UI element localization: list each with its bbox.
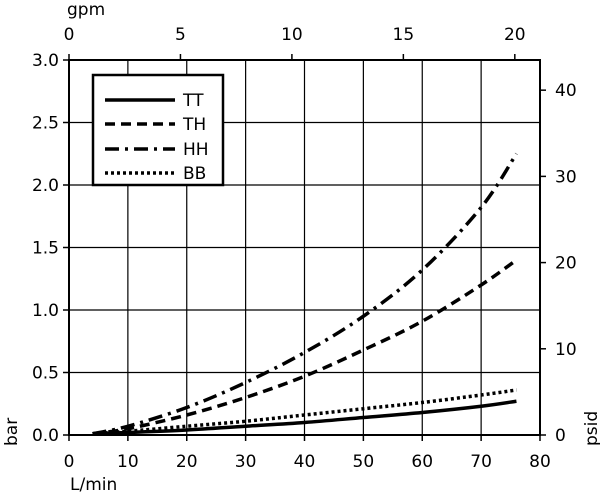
x-top-tick-label: 5 <box>175 25 186 45</box>
legend-box <box>91 73 225 187</box>
x-top-tick-label: 15 <box>393 25 415 45</box>
y-left-tick-label: 0.0 <box>32 426 59 446</box>
y-left-tick-label: 0.5 <box>32 364 59 384</box>
x-bottom-tick-label: 30 <box>235 452 257 472</box>
y-left-tick-label: 1.0 <box>32 301 59 321</box>
x-bottom-tick-label: 20 <box>176 452 198 472</box>
legend-label-hh: HH <box>183 140 209 160</box>
x-bottom-axis-label: L/min <box>70 475 117 495</box>
series-line-tt <box>92 399 517 436</box>
y-right-axis-label: psid <box>582 411 600 446</box>
series-line-bb <box>92 388 517 436</box>
legend-label-bb: BB <box>183 164 206 184</box>
y-left-axis-label: bar <box>2 418 22 446</box>
x-bottom-tick-label: 50 <box>353 452 375 472</box>
x-bottom-tick-label: 70 <box>470 452 492 472</box>
x-bottom-tick-label: 40 <box>294 452 316 472</box>
y-left-tick-label: 3.0 <box>32 51 59 71</box>
legend-label-th: TH <box>182 115 206 135</box>
x-top-tick-label: 10 <box>281 25 303 45</box>
y-right-tick-label: 20 <box>555 254 577 274</box>
x-top-axis-label: gpm <box>67 0 105 20</box>
x-bottom-tick-label: 80 <box>529 452 551 472</box>
y-right-tick-label: 30 <box>555 167 577 187</box>
x-bottom-tick-label: 60 <box>411 452 433 472</box>
x-bottom-tick-label: 0 <box>64 452 75 472</box>
series-line-th <box>92 258 518 436</box>
y-left-tick-label: 2.0 <box>32 176 59 196</box>
legend: TT TH HH BB <box>91 73 225 187</box>
y-left-tick-label: 2.5 <box>32 114 59 134</box>
tick-labels: 0 10 20 30 40 50 60 70 800 5 10 15 200.00.51.01.52.0… <box>32 25 577 472</box>
y-left-tick-label: 1.5 <box>32 239 59 259</box>
series-lines <box>92 152 518 436</box>
x-bottom-tick-label: 10 <box>117 452 139 472</box>
grid-lines <box>68 59 541 436</box>
x-top-tick-label: 20 <box>504 25 526 45</box>
y-right-tick-label: 10 <box>555 340 577 360</box>
x-top-tick-label: 0 <box>64 25 75 45</box>
y-right-tick-label: 40 <box>555 81 577 101</box>
series-line-hh <box>92 152 518 436</box>
y-right-tick-label: 0 <box>555 426 566 446</box>
legend-label-tt: TT <box>182 91 204 111</box>
